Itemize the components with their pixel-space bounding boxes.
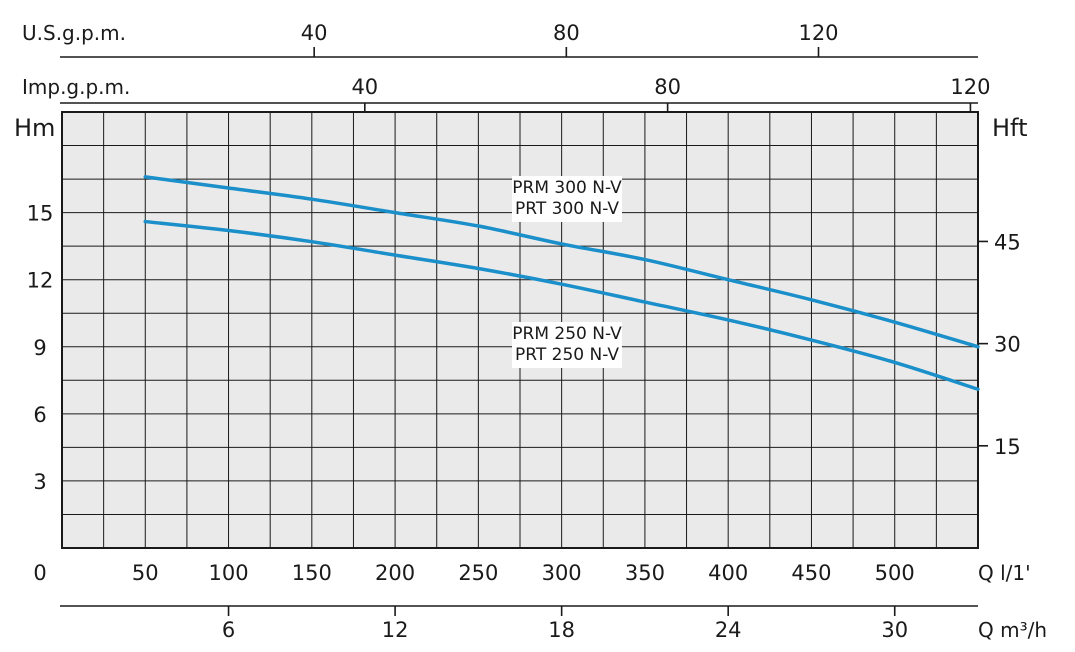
q-m3h-tick-label: 18 xyxy=(548,618,575,642)
q-lmin-tick-label: 200 xyxy=(375,561,415,585)
usgpm-axis-label: U.S.g.p.m. xyxy=(22,21,126,45)
q-m3h-tick-label: 30 xyxy=(881,618,908,642)
curve-label-text: PRT 300 N-V xyxy=(515,199,619,219)
q-lmin-tick-label: 150 xyxy=(292,561,332,585)
usgpm-tick-label: 40 xyxy=(301,21,328,45)
curve-series-2 xyxy=(143,219,980,392)
impgpm-axis-label: Imp.g.p.m. xyxy=(22,75,130,99)
curve-label-text: PRM 300 N-V xyxy=(512,178,622,198)
plot-frame xyxy=(61,111,979,549)
q-lmin-tick-label: 250 xyxy=(458,561,498,585)
curve-label-text: PRT 250 N-V xyxy=(515,345,619,365)
hm-tick-label: 3 xyxy=(33,470,46,494)
hm-axis-label: Hm xyxy=(14,114,55,142)
hft-tick-label: 30 xyxy=(994,333,1021,357)
q-lmin-axis-label: Q l/1' xyxy=(978,561,1031,585)
q-lmin-tick-label: 50 xyxy=(132,561,159,585)
q-m3h-tick-label: 12 xyxy=(382,618,409,642)
curve-series-1 xyxy=(143,175,980,349)
hft-axis-label: Hft xyxy=(992,114,1027,142)
curve-label-bg xyxy=(512,322,622,368)
impgpm-tick-label: 80 xyxy=(654,75,681,99)
q-lmin-tick-label: 0 xyxy=(33,561,46,585)
q-lmin-tick-label: 350 xyxy=(625,561,665,585)
hft-tick-label: 15 xyxy=(994,435,1021,459)
hm-tick-label: 9 xyxy=(33,336,46,360)
q-lmin-tick-label: 300 xyxy=(542,561,582,585)
curve-label-text: PRM 250 N-V xyxy=(512,324,622,344)
impgpm-tick-label: 120 xyxy=(950,75,990,99)
q-lmin-tick-label: 100 xyxy=(208,561,248,585)
impgpm-tick-label: 40 xyxy=(351,75,378,99)
usgpm-tick-label: 120 xyxy=(798,21,838,45)
q-m3h-axis-label: Q m³/h xyxy=(978,618,1047,642)
usgpm-tick-label: 80 xyxy=(553,21,580,45)
q-lmin-tick-label: 500 xyxy=(875,561,915,585)
q-m3h-tick-label: 24 xyxy=(715,618,742,642)
q-lmin-tick-label: 400 xyxy=(708,561,748,585)
q-lmin-tick-label: 450 xyxy=(791,561,831,585)
hm-tick-label: 6 xyxy=(33,403,46,427)
curve-label-bg xyxy=(512,176,622,222)
curves-group xyxy=(143,175,980,392)
hm-tick-label: 15 xyxy=(27,202,54,226)
hm-tick-label: 12 xyxy=(27,269,54,293)
q-m3h-tick-label: 6 xyxy=(222,618,235,642)
hft-tick-label: 45 xyxy=(994,230,1021,254)
